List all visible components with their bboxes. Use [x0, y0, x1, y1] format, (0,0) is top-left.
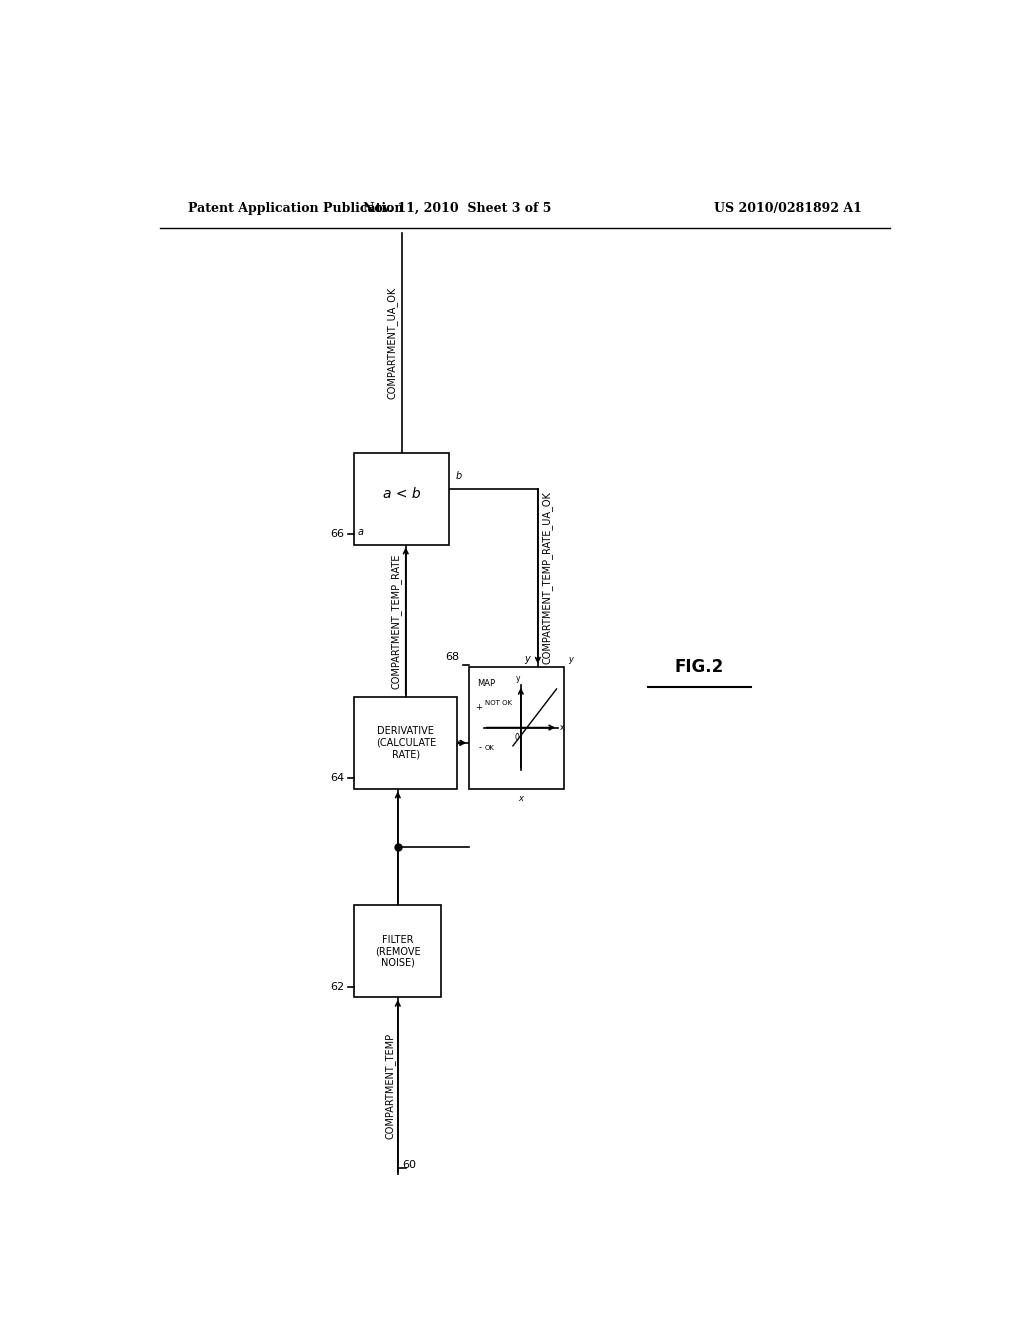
Text: y: y: [516, 675, 520, 682]
Text: COMPARTMENT_TEMP_RATE_UA_OK: COMPARTMENT_TEMP_RATE_UA_OK: [542, 491, 553, 664]
Text: -: -: [479, 743, 482, 752]
Text: Nov. 11, 2010  Sheet 3 of 5: Nov. 11, 2010 Sheet 3 of 5: [364, 202, 552, 215]
Text: Patent Application Publication: Patent Application Publication: [187, 202, 403, 215]
Text: COMPARTMENT_UA_OK: COMPARTMENT_UA_OK: [387, 286, 397, 399]
Text: x: x: [456, 738, 461, 748]
Text: FIG.2: FIG.2: [675, 657, 724, 676]
Text: FILTER
(REMOVE
NOISE): FILTER (REMOVE NOISE): [375, 935, 421, 968]
Text: MAP: MAP: [477, 678, 496, 688]
Text: x: x: [560, 723, 564, 733]
Text: OK: OK: [485, 744, 495, 751]
Text: 64: 64: [331, 774, 345, 783]
Text: y: y: [568, 655, 573, 664]
Text: US 2010/0281892 A1: US 2010/0281892 A1: [714, 202, 862, 215]
Bar: [469, 667, 564, 788]
Text: a < b: a < b: [383, 487, 421, 500]
Text: 62: 62: [331, 982, 345, 991]
Text: x: x: [518, 793, 523, 803]
Text: 66: 66: [331, 529, 345, 540]
Text: COMPARTMENT_TEMP: COMPARTMENT_TEMP: [384, 1032, 395, 1139]
Text: COMPARTMENT_TEMP_RATE: COMPARTMENT_TEMP_RATE: [391, 553, 401, 689]
Text: 0: 0: [514, 733, 519, 742]
Text: NOT OK: NOT OK: [485, 700, 512, 706]
Bar: [354, 906, 441, 997]
Text: 68: 68: [445, 652, 460, 661]
Text: y: y: [524, 653, 529, 664]
Text: DERIVATIVE
(CALCULATE
RATE): DERIVATIVE (CALCULATE RATE): [376, 726, 436, 759]
Bar: [354, 697, 458, 788]
Text: 60: 60: [401, 1160, 416, 1170]
Bar: [354, 453, 450, 545]
Text: b: b: [456, 471, 462, 480]
Text: a: a: [357, 527, 364, 536]
Text: +: +: [475, 702, 482, 711]
